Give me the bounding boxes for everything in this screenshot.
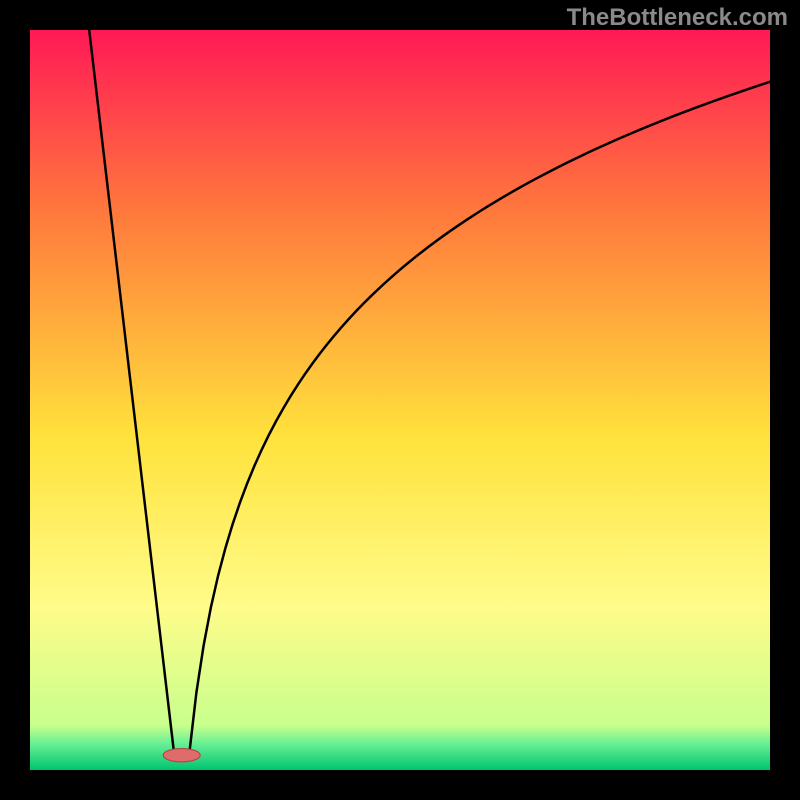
chart-container: { "watermark": "TheBottleneck.com", "cha… xyxy=(0,0,800,800)
watermark-text: TheBottleneck.com xyxy=(567,4,788,32)
optimum-marker xyxy=(163,749,200,762)
plot-background xyxy=(30,30,770,770)
bottleneck-chart xyxy=(0,0,800,800)
